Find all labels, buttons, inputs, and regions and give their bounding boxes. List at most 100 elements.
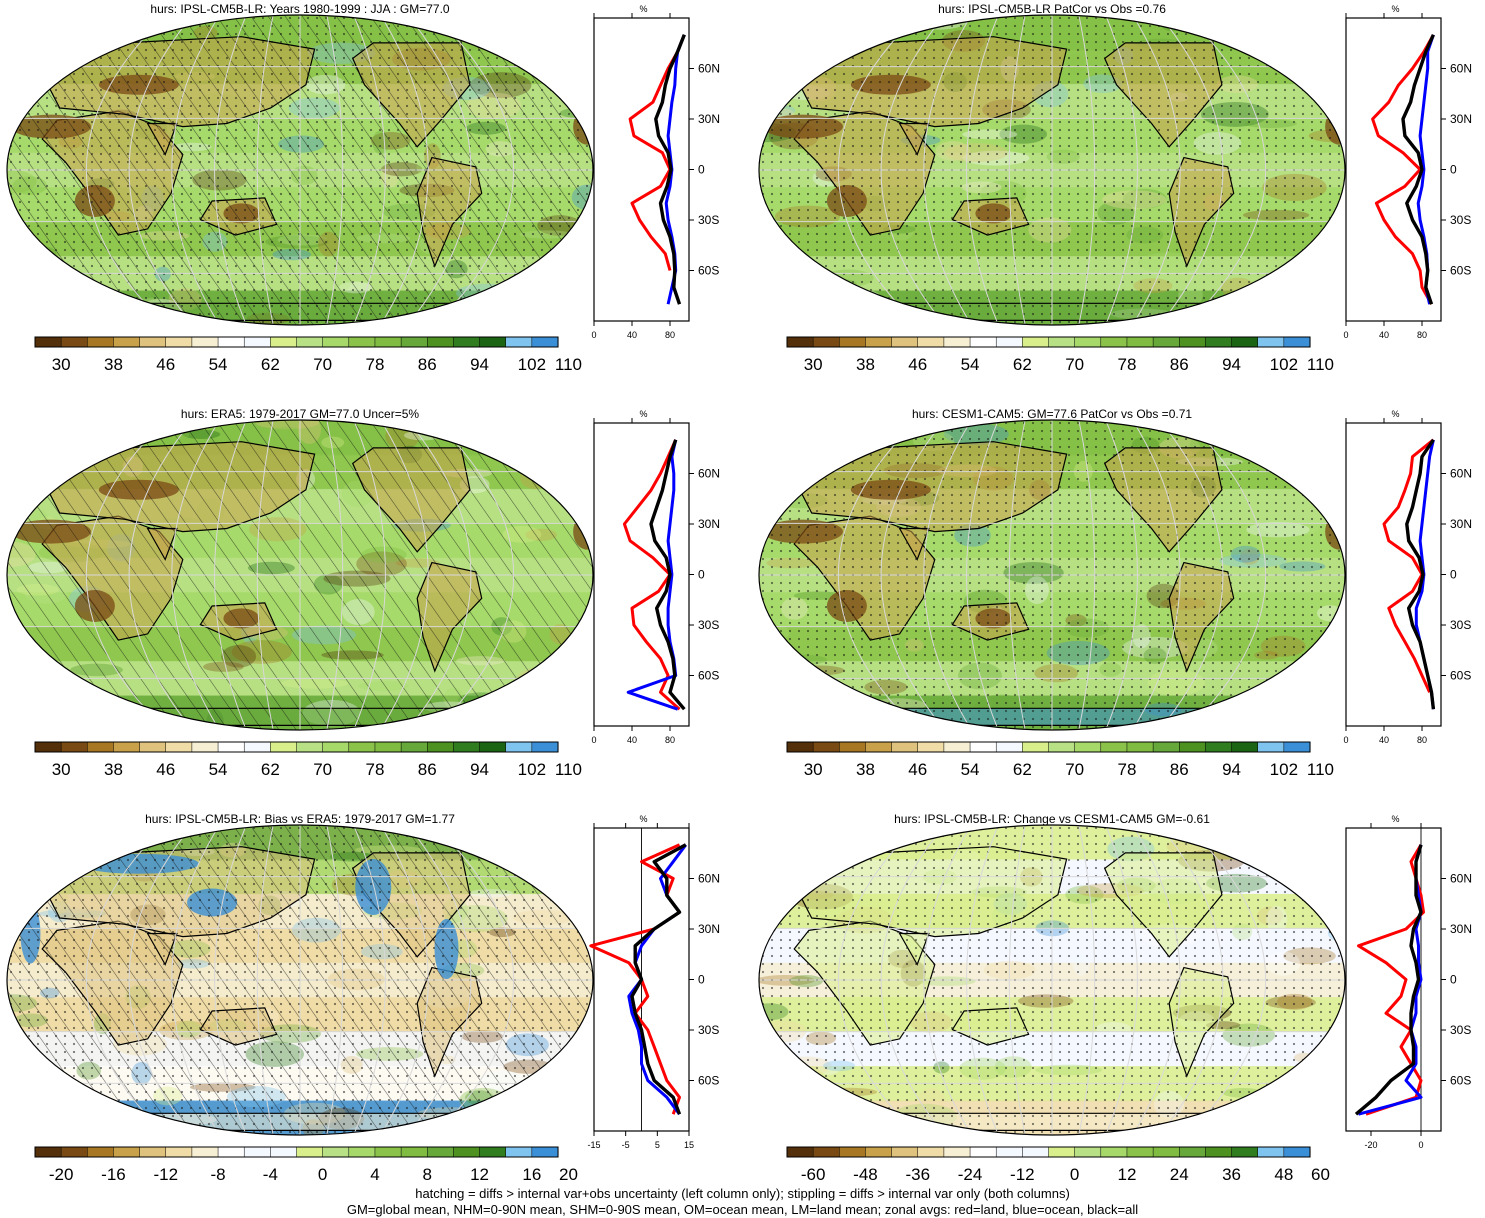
map-field-patch: [7, 432, 37, 443]
map-field-patch: [517, 308, 586, 321]
profile-xtick-label: 40: [627, 735, 637, 745]
map-field: [7, 15, 593, 325]
colorbar-swatch: [891, 1146, 919, 1158]
map-field-patch: [1291, 844, 1345, 871]
colorbar-swatch: [400, 741, 428, 753]
colorbar-label: 38: [104, 355, 123, 374]
colorbar-swatch: [374, 741, 402, 753]
colorbar-label: 60: [1311, 1165, 1330, 1184]
colorbar-label: -24: [958, 1165, 983, 1184]
colorbar-label: 12: [1117, 1165, 1136, 1184]
colorbar-label: 62: [261, 355, 280, 374]
map-field-patch: [7, 906, 21, 922]
map-field-patch: [108, 1115, 167, 1135]
map-outline: [6, 14, 594, 326]
colorbar-swatch: [322, 1146, 350, 1158]
colorbar-swatch: [87, 741, 115, 753]
colorbar-label: 110: [555, 355, 582, 374]
graticule-meridian: [1078, 825, 1096, 1135]
colorbar-label: 70: [313, 760, 332, 779]
profile-lat-label: 60N: [1450, 62, 1472, 76]
colorbar-label: 94: [1222, 760, 1241, 779]
colorbar-label: 54: [209, 355, 228, 374]
profile-xtick-label: -20: [1364, 1140, 1377, 1150]
map-field-patch: [522, 427, 574, 453]
colorbar-swatch: [479, 336, 507, 348]
panel-title: hurs: IPSL-CM5B-LR: Change vs CESM1-CAM5…: [894, 812, 1210, 826]
map-field-patch: [828, 722, 880, 730]
profile-xtick-label: 40: [1379, 735, 1389, 745]
profile-lat-label: 60N: [698, 62, 720, 76]
colorbar-label: 46: [156, 355, 175, 374]
map-field-patch: [764, 20, 803, 43]
colorbar-label: -12: [153, 1165, 178, 1184]
colorbar-swatch: [374, 1146, 402, 1158]
map-field-patch: [1229, 421, 1285, 447]
graticule-meridian: [353, 420, 386, 730]
panel-1: hurs: IPSL-CM5B-LR: Years 1980-1999 : JJ…: [6, 2, 720, 374]
colorbar-swatch: [1048, 1146, 1076, 1158]
colorbar-label: -12: [1010, 1165, 1035, 1184]
colorbar-swatch: [1179, 1146, 1206, 1158]
colorbar-swatch: [400, 1146, 428, 1158]
colorbar-swatch: [1205, 1146, 1233, 1158]
map-field-patch: [511, 15, 538, 29]
map-outline: [6, 824, 594, 1136]
colorbar-swatch: [1231, 336, 1259, 348]
colorbar-swatch: [995, 336, 1023, 348]
map-field: [7, 420, 593, 730]
profile-unit-label: %: [1391, 409, 1399, 419]
colorbar-label: -4: [263, 1165, 278, 1184]
graticule-meridian: [326, 15, 344, 325]
map-outline: [758, 419, 1346, 731]
colorbar-swatch: [891, 741, 919, 753]
graticule-meridian: [214, 15, 247, 325]
profile-lat-label: 30N: [1450, 112, 1472, 126]
colorbar-label: 0: [1070, 1165, 1079, 1184]
colorbar-frame: [786, 1146, 1311, 1158]
map-field: [759, 15, 1345, 325]
colorbar-label: 102: [518, 760, 546, 779]
colorbar-label: 46: [156, 760, 175, 779]
colorbar-swatch: [1283, 1146, 1311, 1158]
panel-2: hurs: IPSL-CM5B-LR PatCor vs Obs =0.76 % 0…: [758, 2, 1472, 374]
graticule-meridian: [1008, 420, 1026, 730]
colorbar-label: 0: [318, 1165, 327, 1184]
colorbar-label: 4: [370, 1165, 379, 1184]
map-field: [759, 420, 1345, 730]
graticule-meridian: [1132, 15, 1181, 325]
zonal-avg-land-line: [628, 34, 686, 271]
zonal-avg-all-line: [654, 34, 686, 305]
colorbar-swatch: [1048, 741, 1076, 753]
profile-lat-label: 30S: [698, 213, 719, 227]
colorbar-swatch: [113, 1146, 141, 1158]
graticule-meridian: [1159, 15, 1224, 325]
colorbar-label: 86: [1170, 760, 1189, 779]
map-field-patch: [522, 673, 574, 700]
profile-frame: [1345, 827, 1442, 1132]
colorbar-swatch: [270, 336, 298, 348]
map-field-patch: [1255, 299, 1309, 325]
colorbar-swatch: [113, 336, 141, 348]
graticule-meridian: [407, 420, 472, 730]
colorbar-swatch: [348, 1146, 376, 1158]
graticule-meridian: [1185, 15, 1267, 325]
map-field-patch: [1293, 443, 1345, 456]
colorbar-swatch: [1257, 336, 1285, 348]
profile-unit-label: %: [1391, 4, 1399, 14]
colorbar-swatch: [1074, 741, 1102, 753]
panel-title: hurs: ERA5: 1979-2017 GM=77.0 Uncer=5%: [181, 407, 419, 421]
colorbar-label: 12: [470, 1165, 489, 1184]
graticule-meridian: [326, 420, 344, 730]
profile-lat-label: 60N: [698, 872, 720, 886]
graticule-meridian: [966, 825, 999, 1135]
colorbar-swatch: [865, 336, 893, 348]
graticule-meridian: [837, 15, 919, 325]
map-field-patch: [550, 458, 593, 485]
colorbar-swatch: [191, 741, 219, 753]
colorbar-swatch: [1074, 1146, 1102, 1158]
profile-lat-label: 60S: [1450, 1074, 1471, 1088]
colorbar-swatch: [786, 741, 814, 753]
profile-lat-label: 0: [1450, 973, 1457, 987]
colorbar-label: 110: [1307, 760, 1334, 779]
